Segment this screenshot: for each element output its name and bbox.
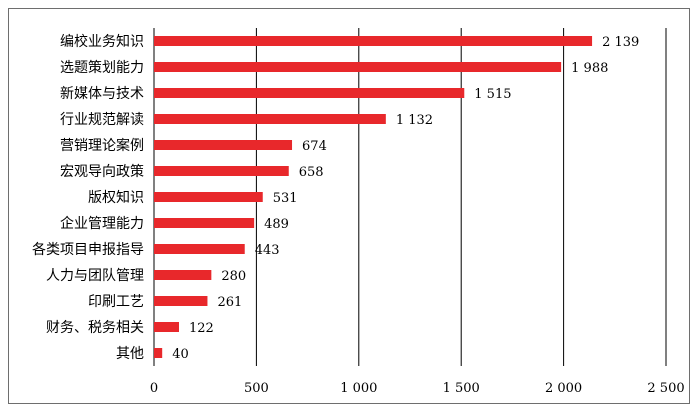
value-label-8: 443 bbox=[255, 243, 280, 258]
value-label-0: 2 139 bbox=[602, 35, 639, 50]
bar-7 bbox=[154, 218, 255, 228]
value-label-9: 280 bbox=[221, 269, 246, 284]
category-label-12: 其他 bbox=[116, 346, 144, 362]
value-label-7: 489 bbox=[264, 217, 289, 232]
category-label-11: 财务、税务相关 bbox=[46, 320, 144, 336]
value-label-12: 40 bbox=[172, 347, 189, 362]
category-label-0: 编校业务知识 bbox=[60, 33, 144, 50]
value-label-4: 674 bbox=[302, 139, 327, 154]
value-label-10: 261 bbox=[217, 295, 242, 310]
category-label-5: 宏观导向政策 bbox=[60, 163, 144, 180]
gridlines bbox=[153, 28, 667, 366]
bar-12 bbox=[154, 348, 163, 358]
bar-2 bbox=[154, 88, 465, 98]
bar-1 bbox=[154, 62, 562, 72]
bar-5 bbox=[154, 166, 289, 176]
x-tick-label-1: 500 bbox=[244, 381, 269, 396]
category-label-4: 营销理论案例 bbox=[60, 137, 144, 154]
bar-10 bbox=[154, 296, 208, 306]
x-tick-label-5: 2 500 bbox=[647, 381, 684, 396]
value-label-5: 658 bbox=[299, 165, 324, 180]
value-label-3: 1 132 bbox=[396, 113, 433, 128]
value-label-6: 531 bbox=[273, 191, 298, 206]
category-label-8: 各类项目申报指导 bbox=[32, 242, 144, 258]
bar-11 bbox=[154, 322, 179, 332]
value-label-1: 1 988 bbox=[571, 61, 608, 76]
chart-frame bbox=[8, 8, 690, 404]
category-labels: 编校业务知识选题策划能力新媒体与技术行业规范解读营销理论案例宏观导向政策版权知识… bbox=[32, 33, 144, 362]
bars bbox=[154, 36, 593, 358]
category-label-3: 行业规范解读 bbox=[60, 111, 144, 128]
bar-6 bbox=[154, 192, 263, 202]
x-tick-label-3: 1 500 bbox=[443, 381, 480, 396]
bar-9 bbox=[154, 270, 212, 280]
category-label-9: 人力与团队管理 bbox=[46, 268, 144, 284]
x-axis-tick-labels: 0 500 1 000 1 500 2 000 2 500 bbox=[150, 381, 685, 396]
x-tick-label-2: 1 000 bbox=[340, 381, 377, 396]
bar-3 bbox=[154, 114, 386, 124]
category-label-6: 版权知识 bbox=[88, 189, 144, 206]
category-label-7: 企业管理能力 bbox=[60, 215, 144, 232]
value-label-2: 1 515 bbox=[474, 87, 511, 102]
bar-0 bbox=[154, 36, 593, 46]
x-tick-label-4: 2 000 bbox=[545, 381, 582, 396]
category-label-2: 新媒体与技术 bbox=[60, 86, 144, 102]
value-label-11: 122 bbox=[189, 321, 214, 336]
bar-4 bbox=[154, 140, 293, 150]
category-label-10: 印刷工艺 bbox=[88, 294, 144, 310]
category-label-1: 选题策划能力 bbox=[60, 59, 144, 76]
x-tick-label-0: 0 bbox=[150, 381, 158, 396]
bar-8 bbox=[154, 244, 245, 254]
